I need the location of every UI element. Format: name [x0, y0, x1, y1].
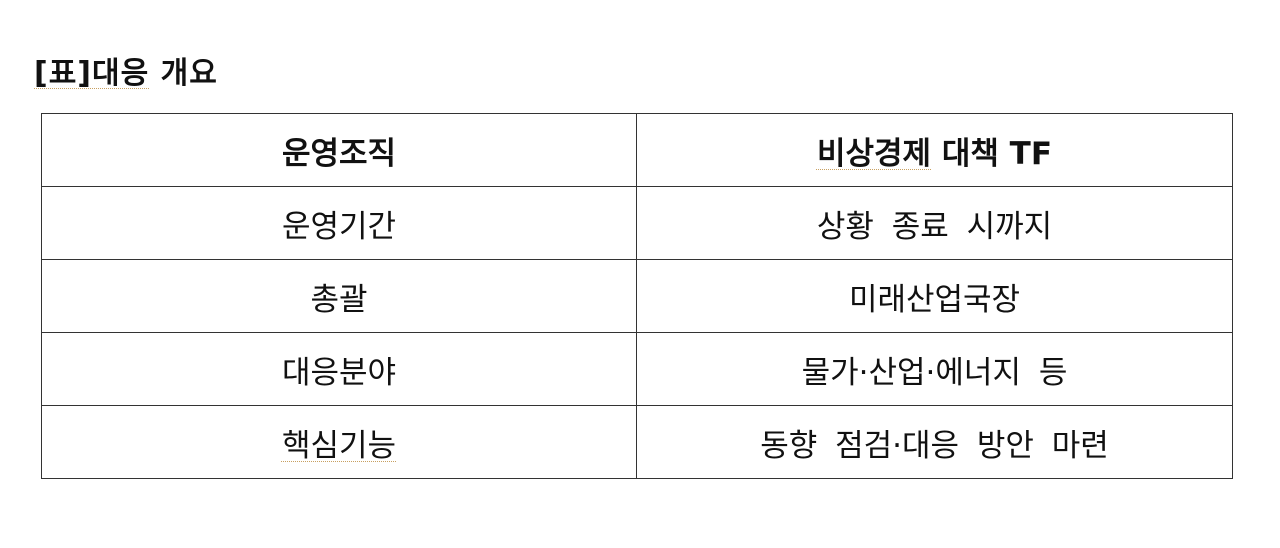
row-label-text: 핵심기능 — [281, 427, 397, 464]
header-rest-text: 대책 TF — [931, 135, 1053, 172]
row-value: 상황 종료 시까지 — [636, 186, 1233, 260]
title-text: 개요 — [149, 56, 218, 91]
row-label: 핵심기능 — [41, 405, 637, 479]
row-label: 총괄 — [41, 259, 637, 333]
row-value: 동향 점검·대응 방안 마련 — [636, 405, 1233, 479]
header-underlined-text: 비상경제 — [816, 135, 932, 172]
table-row: 대응분야 물가·산업·에너지 등 — [41, 332, 1233, 406]
header-cell-tf: 비상경제 대책 TF — [636, 113, 1233, 187]
table-row: 핵심기능 동향 점검·대응 방안 마련 — [41, 405, 1233, 479]
header-cell-organization: 운영조직 — [41, 113, 637, 187]
row-label: 운영기간 — [41, 186, 637, 260]
row-value: 물가·산업·에너지 등 — [636, 332, 1233, 406]
row-value: 미래산업국장 — [636, 259, 1233, 333]
overview-table: 운영조직 비상경제 대책 TF 운영기간 상황 종료 시까지 총괄 미래산업국장… — [41, 113, 1233, 479]
table-row: 총괄 미래산업국장 — [41, 259, 1233, 333]
title-underlined-text: [표]대응 — [34, 56, 150, 91]
document-title: [표]대응 개요 — [34, 48, 218, 92]
row-label: 대응분야 — [41, 332, 637, 406]
table-header-row: 운영조직 비상경제 대책 TF — [41, 113, 1233, 187]
table-row: 운영기간 상황 종료 시까지 — [41, 186, 1233, 260]
